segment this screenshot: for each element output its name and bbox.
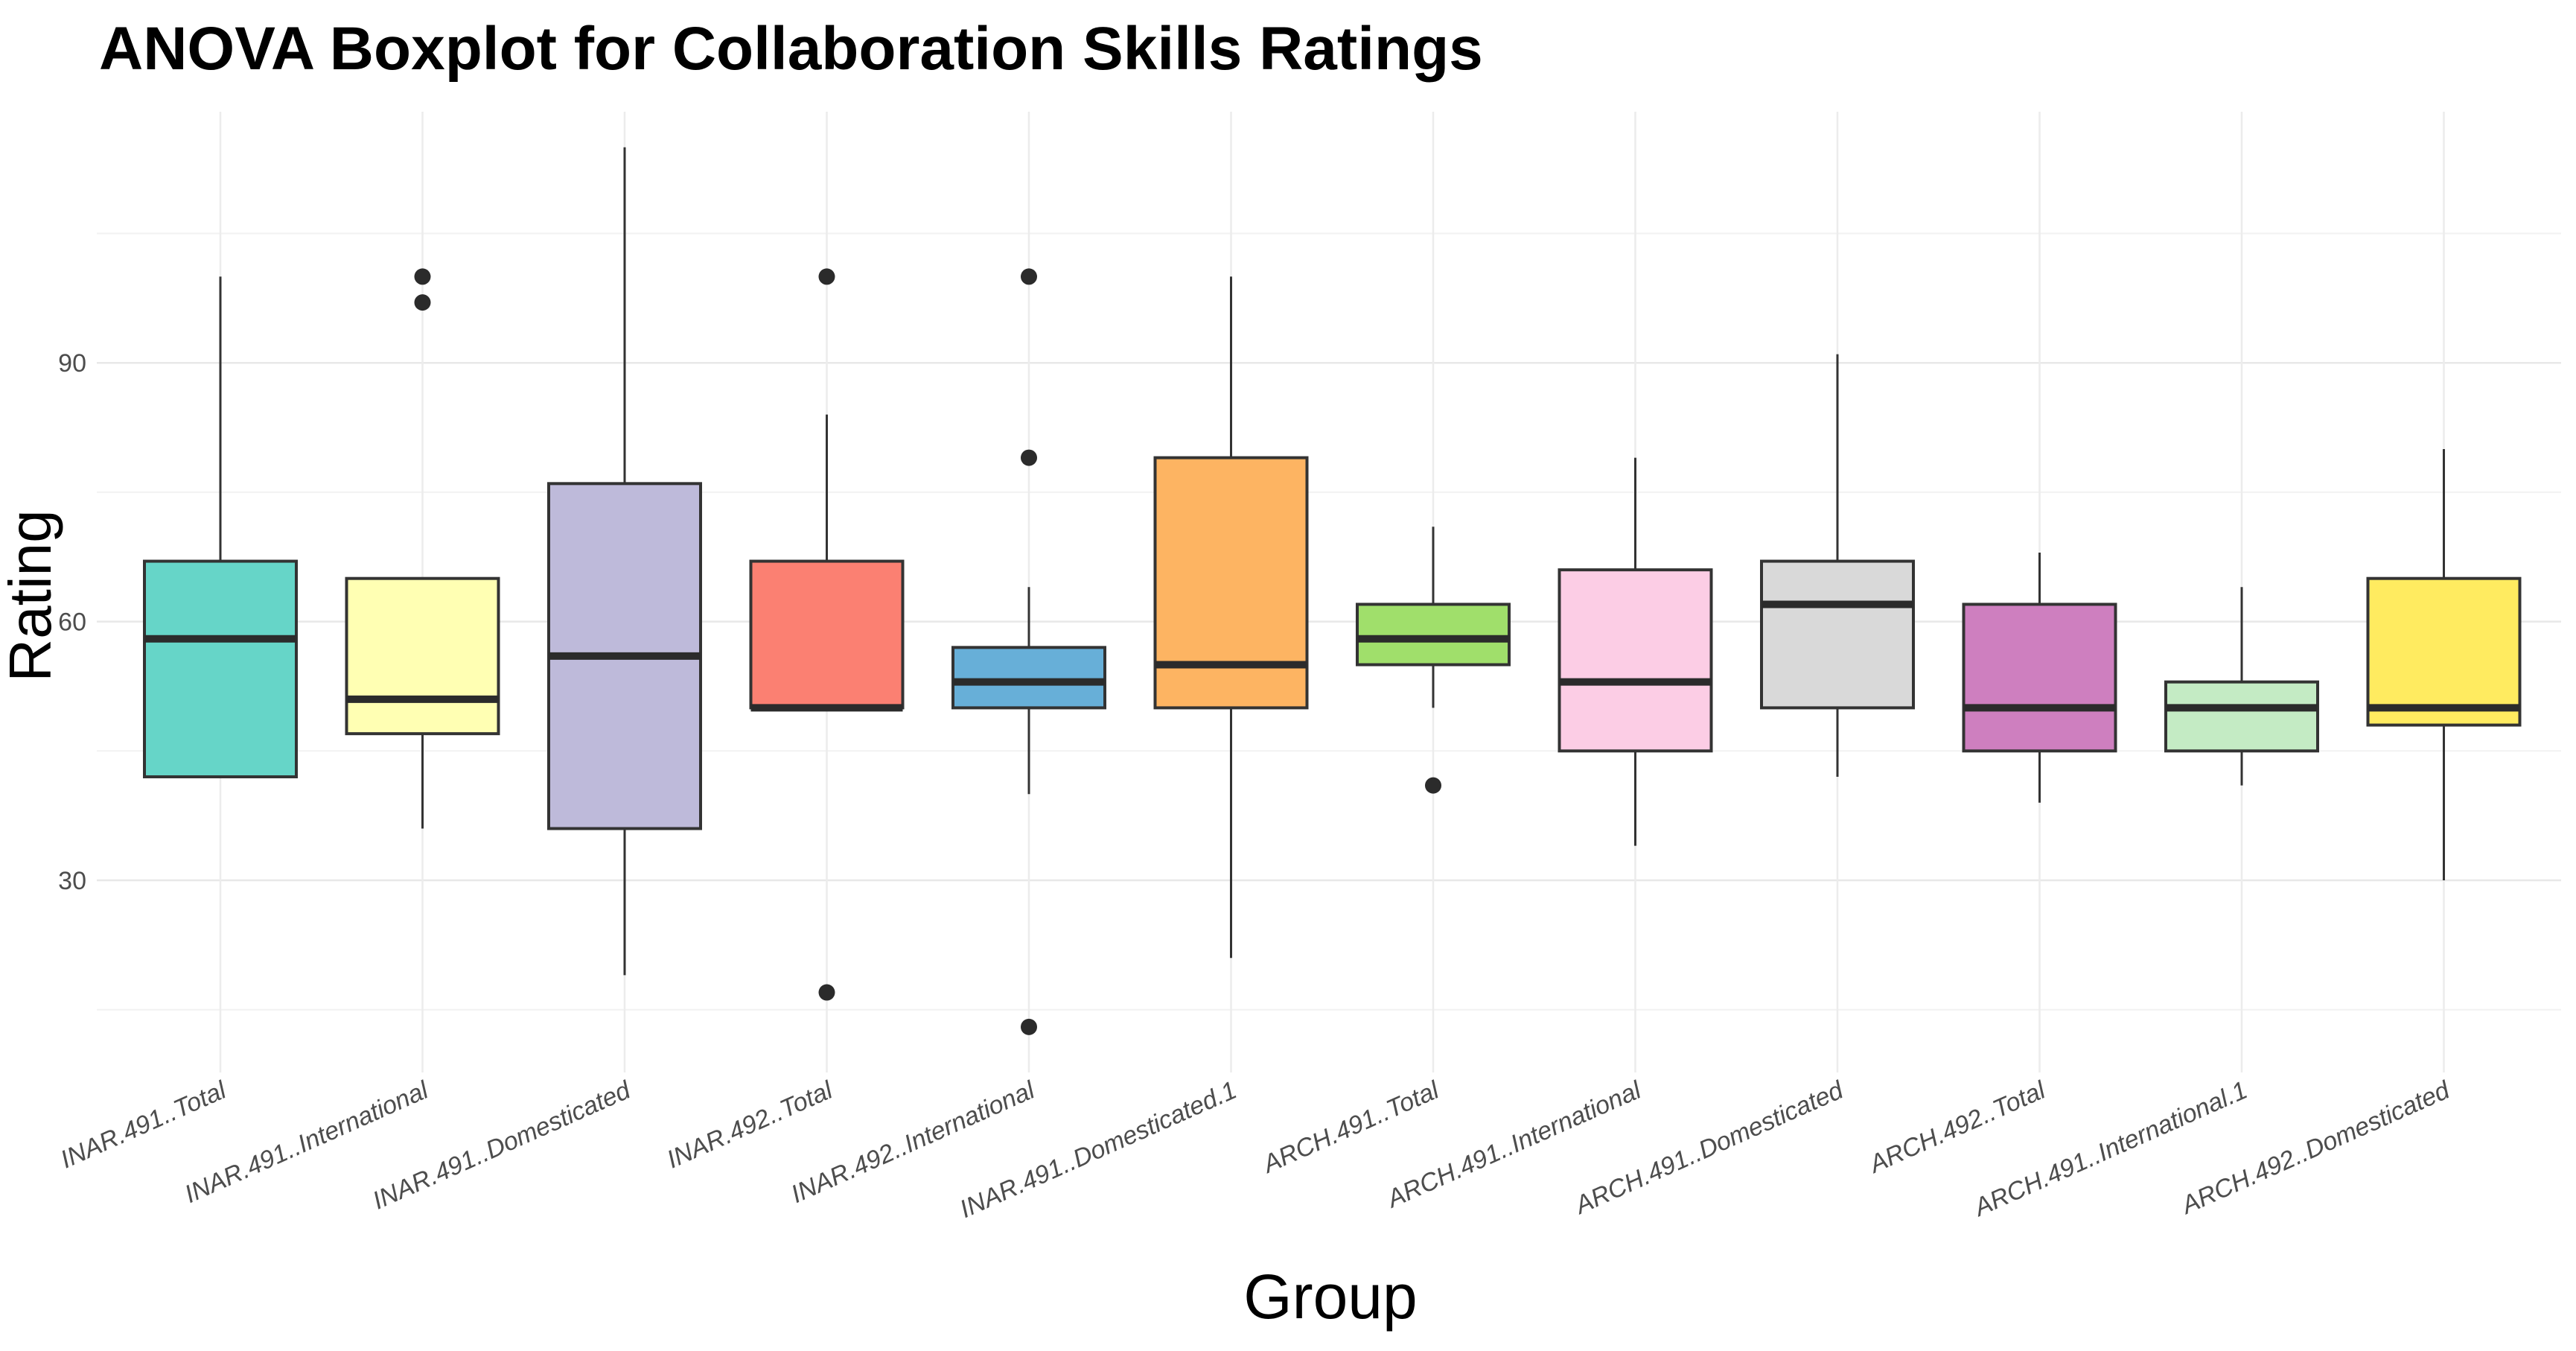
- box-group: [1962, 552, 2117, 803]
- box-group: [1760, 354, 1915, 778]
- box-group: [345, 268, 500, 829]
- box-group: [1356, 527, 1511, 794]
- iqr-box: [2164, 680, 2319, 753]
- iqr-box: [143, 559, 298, 779]
- iqr-box: [2366, 576, 2522, 727]
- x-tick-label: INAR.491..Total: [57, 1075, 232, 1174]
- outlier-point: [1021, 449, 1037, 466]
- y-tick-label: 30: [58, 867, 86, 895]
- chart-title: ANOVA Boxplot for Collaboration Skills R…: [99, 15, 1483, 83]
- outlier-point: [818, 268, 835, 285]
- iqr-box: [951, 646, 1106, 710]
- box-group: [1153, 276, 1309, 959]
- box-group: [2366, 449, 2522, 880]
- box-group: [547, 147, 702, 976]
- x-tick-label: ARCH.491..Total: [1257, 1075, 1444, 1179]
- box-group: [1558, 457, 1713, 846]
- box-series: [143, 147, 2522, 1035]
- outlier-point: [1425, 777, 1441, 794]
- box-group: [143, 276, 298, 779]
- box-group: [951, 268, 1106, 1035]
- iqr-box: [345, 576, 500, 736]
- iqr-box: [1153, 456, 1309, 710]
- y-tick-label: 60: [58, 608, 86, 637]
- outlier-point: [1021, 1018, 1037, 1035]
- iqr-box: [1760, 559, 1915, 710]
- outlier-point: [818, 984, 835, 1001]
- iqr-box: [1356, 603, 1511, 667]
- outlier-point: [1021, 268, 1037, 285]
- outlier-point: [414, 268, 431, 285]
- iqr-box: [1962, 603, 2117, 753]
- iqr-box: [749, 559, 905, 710]
- x-axis-title: Group: [1243, 1262, 1417, 1332]
- box-group: [2164, 587, 2319, 786]
- x-axis-ticks: INAR.491..TotalINAR.491..InternationalIN…: [57, 1075, 2455, 1224]
- x-tick-label: INAR.492..Total: [663, 1075, 838, 1174]
- iqr-box: [1558, 568, 1713, 753]
- x-tick-label: ARCH.492..Total: [1864, 1075, 2051, 1179]
- y-axis-title: Rating: [0, 509, 63, 681]
- y-axis-ticks: 30 60 90: [58, 349, 86, 895]
- y-tick-label: 90: [58, 349, 86, 378]
- outlier-point: [414, 294, 431, 311]
- box-group: [749, 268, 905, 1001]
